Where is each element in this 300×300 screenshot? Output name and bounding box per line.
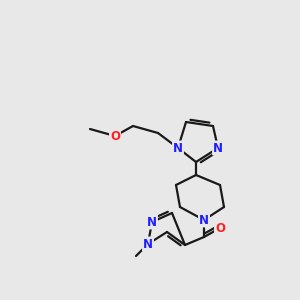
Text: N: N: [173, 142, 183, 154]
Text: N: N: [147, 215, 157, 229]
Text: O: O: [215, 221, 225, 235]
Text: N: N: [213, 142, 223, 154]
Text: N: N: [199, 214, 209, 226]
Text: N: N: [143, 238, 153, 250]
Text: O: O: [110, 130, 120, 142]
